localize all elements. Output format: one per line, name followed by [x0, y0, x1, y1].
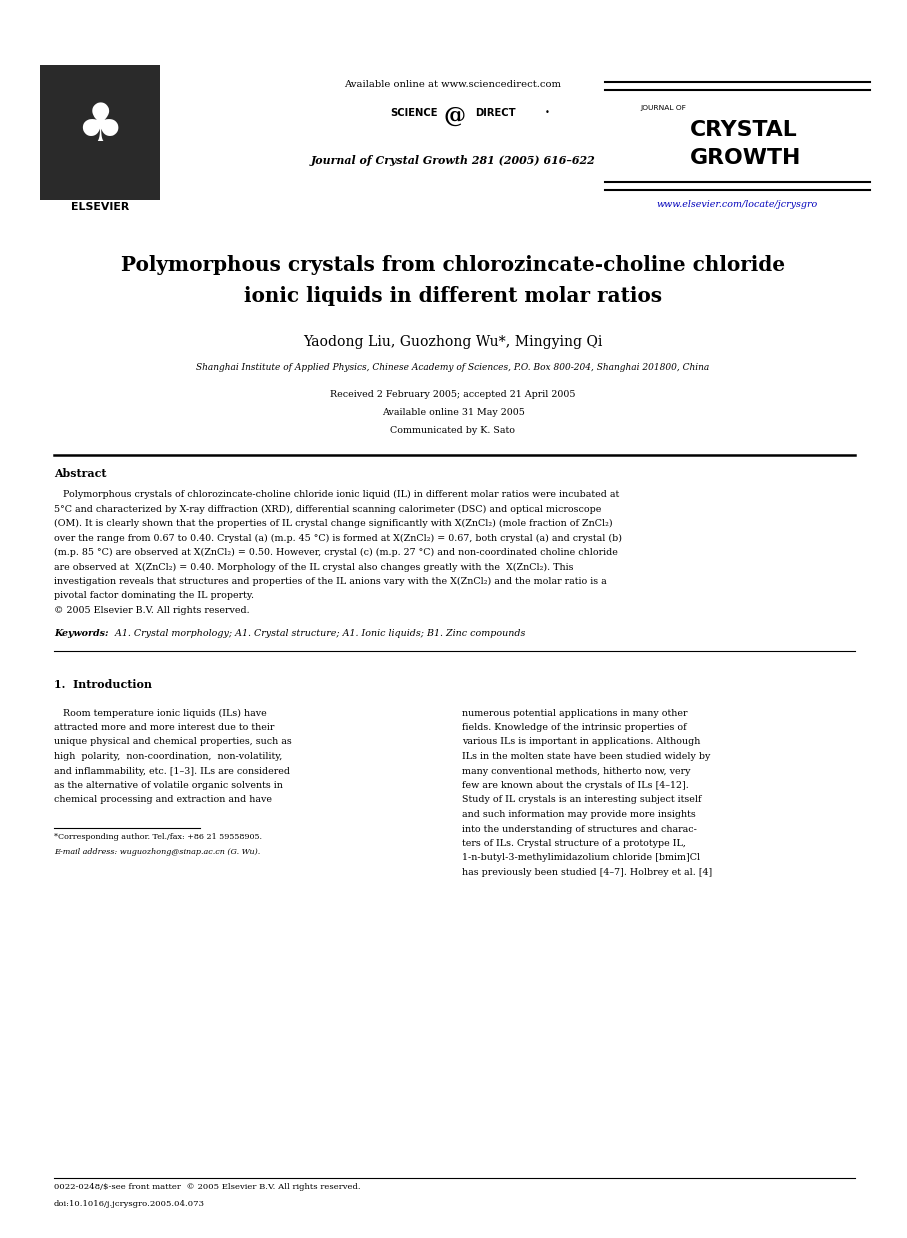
Text: ILs in the molten state have been studied widely by: ILs in the molten state have been studie…	[462, 751, 710, 761]
Text: Polymorphous crystals of chlorozincate-choline chloride ionic liquid (IL) in dif: Polymorphous crystals of chlorozincate-c…	[54, 490, 619, 499]
Text: Room temperature ionic liquids (ILs) have: Room temperature ionic liquids (ILs) hav…	[54, 708, 267, 718]
Text: chemical processing and extraction and have: chemical processing and extraction and h…	[54, 796, 272, 805]
Text: Journal of Crystal Growth 281 (2005) 616–622: Journal of Crystal Growth 281 (2005) 616…	[310, 155, 595, 166]
Text: GROWTH: GROWTH	[690, 149, 802, 168]
Text: Abstract: Abstract	[54, 468, 106, 479]
Text: 5°C and characterized by X-ray diffraction (XRD), differential scanning calorime: 5°C and characterized by X-ray diffracti…	[54, 505, 601, 514]
Text: fields. Knowledge of the intrinsic properties of: fields. Knowledge of the intrinsic prope…	[462, 723, 687, 732]
Text: SCIENCE: SCIENCE	[390, 108, 437, 118]
Text: are observed at  X(ZnCl₂) = 0.40. Morphology of the IL crystal also changes grea: are observed at X(ZnCl₂) = 0.40. Morphol…	[54, 562, 573, 572]
Text: Keywords:: Keywords:	[54, 629, 109, 638]
Text: Study of IL crystals is an interesting subject itself: Study of IL crystals is an interesting s…	[462, 796, 701, 805]
Text: and such information may provide more insights: and such information may provide more in…	[462, 810, 696, 820]
Text: © 2005 Elsevier B.V. All rights reserved.: © 2005 Elsevier B.V. All rights reserved…	[54, 605, 249, 615]
Text: numerous potential applications in many other: numerous potential applications in many …	[462, 708, 688, 718]
Text: into the understanding of structures and charac-: into the understanding of structures and…	[462, 825, 697, 833]
Text: and inflammability, etc. [1–3]. ILs are considered: and inflammability, etc. [1–3]. ILs are …	[54, 766, 290, 775]
Text: ELSEVIER: ELSEVIER	[71, 202, 129, 212]
Text: Yaodong Liu, Guozhong Wu*, Mingying Qi: Yaodong Liu, Guozhong Wu*, Mingying Qi	[303, 335, 602, 349]
Text: JOURNAL OF: JOURNAL OF	[640, 105, 686, 111]
Text: Polymorphous crystals from chlorozincate-choline chloride: Polymorphous crystals from chlorozincate…	[121, 255, 785, 275]
Text: 0022-0248/$-see front matter  © 2005 Elsevier B.V. All rights reserved.: 0022-0248/$-see front matter © 2005 Else…	[54, 1184, 361, 1191]
Text: Communicated by K. Sato: Communicated by K. Sato	[391, 426, 515, 435]
Text: *Corresponding author. Tel./fax: +86 21 59558905.: *Corresponding author. Tel./fax: +86 21 …	[54, 833, 262, 841]
Text: E-mail address: wuguozhong@sinap.ac.cn (G. Wu).: E-mail address: wuguozhong@sinap.ac.cn (…	[54, 848, 260, 855]
Text: ♣: ♣	[76, 100, 123, 152]
Text: ters of ILs. Crystal structure of a prototype IL,: ters of ILs. Crystal structure of a prot…	[462, 839, 686, 848]
Text: @: @	[444, 105, 466, 128]
Text: unique physical and chemical properties, such as: unique physical and chemical properties,…	[54, 738, 292, 747]
Text: Shanghai Institute of Applied Physics, Chinese Academy of Sciences, P.O. Box 800: Shanghai Institute of Applied Physics, C…	[197, 363, 709, 371]
Text: www.elsevier.com/locate/jcrysgro: www.elsevier.com/locate/jcrysgro	[657, 201, 817, 209]
Text: CRYSTAL: CRYSTAL	[690, 120, 798, 140]
Text: ionic liquids in different molar ratios: ionic liquids in different molar ratios	[244, 286, 662, 306]
Text: A1. Crystal morphology; A1. Crystal structure; A1. Ionic liquids; B1. Zinc compo: A1. Crystal morphology; A1. Crystal stru…	[112, 629, 525, 638]
Text: over the range from 0.67 to 0.40. Crystal (a) (m.p. 45 °C) is formed at X(ZnCl₂): over the range from 0.67 to 0.40. Crysta…	[54, 534, 622, 542]
Text: 1-n-butyl-3-methylimidazolium chloride [bmim]Cl: 1-n-butyl-3-methylimidazolium chloride […	[462, 853, 700, 863]
Text: (OM). It is clearly shown that the properties of IL crystal change significantly: (OM). It is clearly shown that the prope…	[54, 519, 612, 529]
Text: many conventional methods, hitherto now, very: many conventional methods, hitherto now,…	[462, 766, 690, 775]
Text: 1.  Introduction: 1. Introduction	[54, 678, 152, 690]
Text: Available online at www.sciencedirect.com: Available online at www.sciencedirect.co…	[345, 80, 561, 89]
Text: as the alternative of volatile organic solvents in: as the alternative of volatile organic s…	[54, 781, 283, 790]
Text: Available online 31 May 2005: Available online 31 May 2005	[382, 409, 524, 417]
Text: high  polarity,  non-coordination,  non-volatility,: high polarity, non-coordination, non-vol…	[54, 751, 282, 761]
Text: DIRECT: DIRECT	[475, 108, 515, 118]
Text: few are known about the crystals of ILs [4–12].: few are known about the crystals of ILs …	[462, 781, 688, 790]
Text: pivotal factor dominating the IL property.: pivotal factor dominating the IL propert…	[54, 592, 254, 600]
Text: (m.p. 85 °C) are observed at X(ZnCl₂) = 0.50. However, crystal (c) (m.p. 27 °C) : (m.p. 85 °C) are observed at X(ZnCl₂) = …	[54, 548, 618, 557]
Text: investigation reveals that structures and properties of the IL anions vary with : investigation reveals that structures an…	[54, 577, 607, 586]
Text: various ILs is important in applications. Although: various ILs is important in applications…	[462, 738, 700, 747]
Text: attracted more and more interest due to their: attracted more and more interest due to …	[54, 723, 275, 732]
Text: •: •	[545, 108, 550, 118]
Text: Received 2 February 2005; accepted 21 April 2005: Received 2 February 2005; accepted 21 Ap…	[330, 390, 576, 399]
Text: doi:10.1016/j.jcrysgro.2005.04.073: doi:10.1016/j.jcrysgro.2005.04.073	[54, 1200, 205, 1208]
Text: has previously been studied [4–7]. Holbrey et al. [4]: has previously been studied [4–7]. Holbr…	[462, 868, 712, 877]
